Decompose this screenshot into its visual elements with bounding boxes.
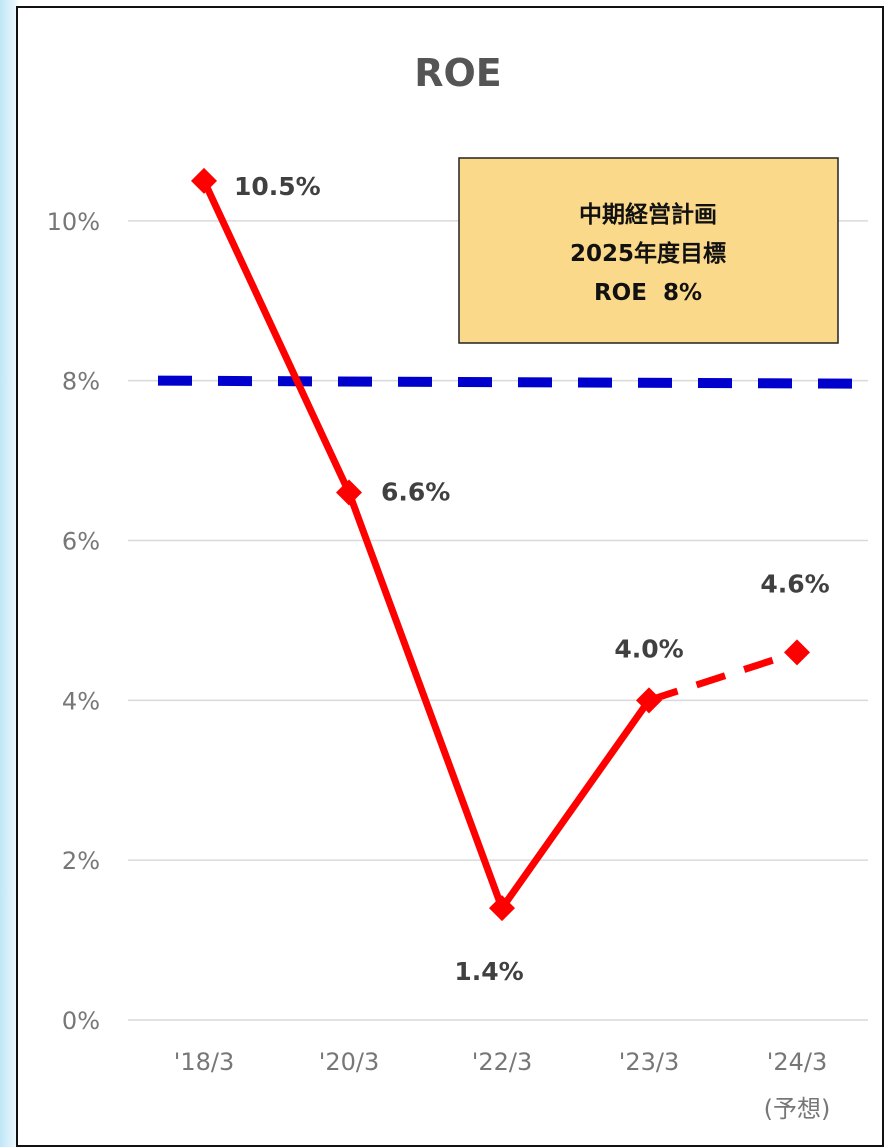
target-note-line-1: 中期経営計画 (579, 201, 717, 228)
x-tick-label: '20/3 (319, 1048, 380, 1076)
line-segment (345, 489, 506, 912)
target-note-line-2: 2025年度目標 (570, 240, 726, 267)
x-tick-label: '24/3 (767, 1048, 828, 1076)
data-point-marker (636, 687, 662, 714)
x-tick-label: '23/3 (619, 1048, 680, 1076)
x-tick-label: '18/3 (174, 1048, 235, 1076)
x-axis-ticks: '18/3 '20/3 '22/3 '23/3 '24/3 (予想) (174, 1048, 831, 1123)
data-point-marker (191, 167, 217, 194)
y-axis-ticks: 0% 2% 4% 6% 8% 10% (47, 208, 100, 1035)
x-tick-sublabel: (予想) (764, 1095, 831, 1123)
y-tick-label: 6% (62, 528, 100, 556)
y-tick-label: 8% (62, 368, 100, 396)
line-segment (200, 177, 353, 497)
roe-series (191, 167, 810, 922)
target-note-background (458, 157, 839, 344)
target-note-line-3: ROE 8% (594, 280, 702, 306)
y-tick-label: 4% (62, 687, 100, 715)
data-label: 10.5% (234, 172, 321, 201)
data-point-marker (489, 895, 515, 922)
y-tick-label: 2% (62, 847, 100, 875)
chart-title: ROE (414, 51, 502, 95)
data-point-marker (784, 639, 810, 666)
data-label: 4.6% (760, 569, 829, 598)
x-tick-label: '22/3 (472, 1048, 533, 1076)
line-segment (498, 696, 653, 912)
data-point-marker (336, 479, 362, 506)
data-labels: 10.5% 6.6% 1.4% 4.0% 4.6% (234, 172, 830, 986)
data-label: 1.4% (454, 957, 523, 986)
y-tick-label: 0% (62, 1007, 100, 1035)
y-tick-label: 10% (47, 208, 100, 236)
data-label: 4.0% (614, 634, 683, 663)
target-note-box: 中期経営計画 2025年度目標 ROE 8% (458, 157, 839, 344)
forecast-line-segment (647, 649, 799, 704)
data-label: 6.6% (381, 478, 450, 507)
